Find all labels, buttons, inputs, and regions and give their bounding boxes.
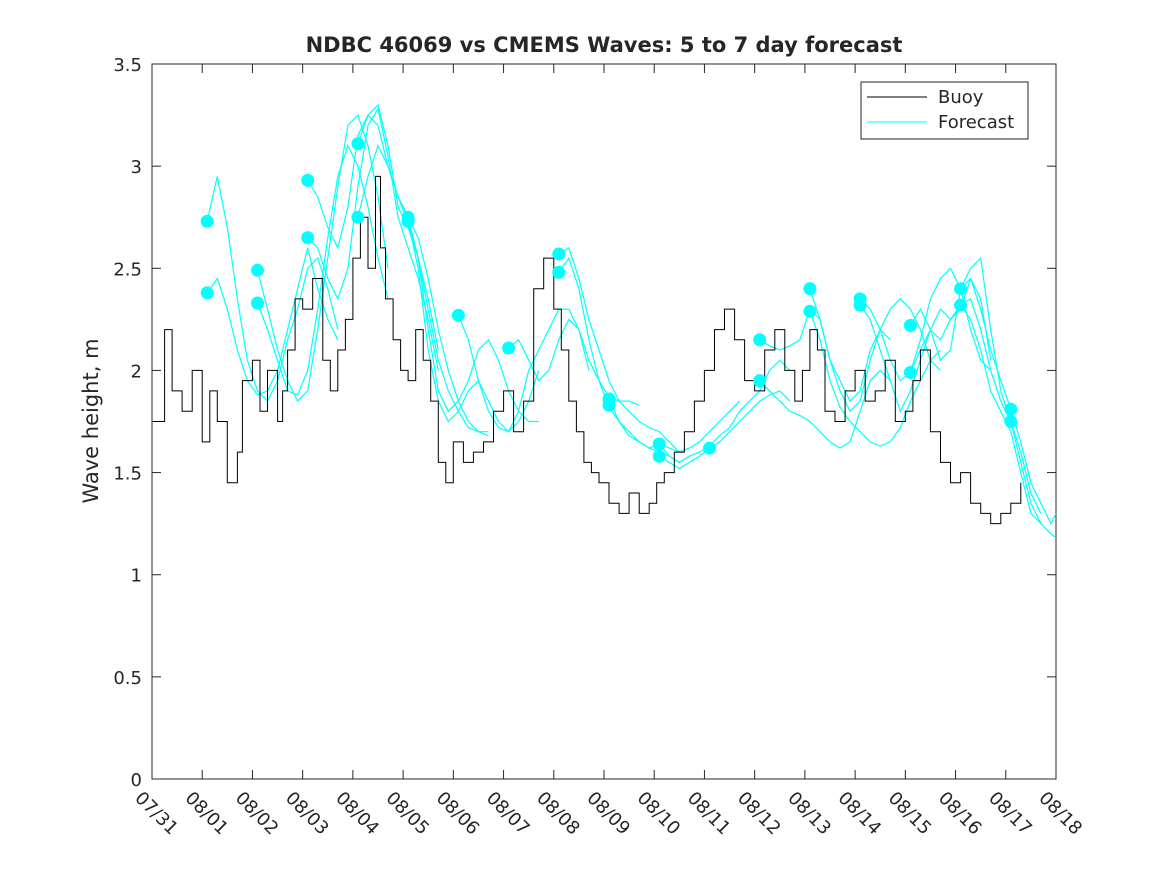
- forecast-line: [809, 311, 941, 447]
- y-tick-label: 3.5: [113, 55, 142, 76]
- forecast-marker: [703, 441, 716, 455]
- forecast-line: [407, 217, 539, 423]
- forecast-marker: [552, 265, 566, 279]
- forecast-line: [658, 359, 791, 464]
- chart-title: NDBC 46069 vs CMEMS Waves: 5 to 7 day fo…: [306, 33, 903, 57]
- y-axis-label: Wave height, m: [79, 338, 103, 503]
- y-tick-label: 0: [131, 770, 142, 791]
- forecast-line: [558, 246, 690, 453]
- forecast-marker: [652, 449, 666, 463]
- forecast-marker: [903, 366, 917, 379]
- forecast-line: [558, 256, 690, 464]
- y-tick-label: 3: [131, 157, 142, 178]
- y-tick-label: 0.5: [113, 668, 142, 689]
- forecast-marker: [803, 304, 817, 318]
- forecast-line: [206, 247, 339, 396]
- forecast-marker: [251, 263, 264, 277]
- forecast-marker: [853, 298, 867, 312]
- forecast-marker: [1004, 402, 1018, 416]
- forecast-marker: [602, 398, 616, 412]
- y-tick-label: 2.5: [113, 259, 142, 280]
- forecast-marker: [200, 214, 214, 228]
- legend-box: [860, 81, 1029, 140]
- forecast-marker: [903, 319, 917, 332]
- y-tick-label: 2: [131, 361, 142, 382]
- forecast-line: [608, 398, 741, 453]
- buoy-line: [152, 175, 1022, 525]
- forecast-marker: [803, 282, 817, 296]
- y-tick-label: 1: [131, 566, 142, 587]
- legend-buoy-label: Buoy: [938, 87, 984, 108]
- forecast-marker: [954, 282, 968, 296]
- forecast-marker: [251, 296, 264, 310]
- forecast-line: [206, 176, 339, 403]
- forecast-line: [407, 221, 540, 433]
- forecast-marker: [451, 308, 465, 322]
- forecast-line: [909, 256, 1042, 514]
- forecast-marker: [753, 374, 767, 388]
- forecast-marker: [301, 231, 315, 245]
- forecast-line: [658, 390, 791, 470]
- forecast-marker: [502, 341, 516, 355]
- forecast-marker: [351, 210, 365, 224]
- forecast-marker: [200, 286, 214, 300]
- forecast-line: [457, 308, 590, 433]
- y-tick-label: 1.5: [113, 464, 142, 485]
- forecast-line: [759, 369, 891, 449]
- forecast-marker: [401, 214, 415, 228]
- legend: Buoy Forecast: [860, 81, 1029, 140]
- forecast-marker: [301, 173, 315, 187]
- forecast-marker: [753, 333, 767, 347]
- forecast-line: [859, 276, 992, 413]
- forecast-line: [256, 144, 389, 396]
- forecast-line: [909, 304, 1042, 525]
- forecast-marker: [652, 437, 666, 451]
- legend-forecast-label: Forecast: [938, 112, 1014, 133]
- forecast-line: [508, 318, 640, 406]
- forecast-line: [357, 144, 489, 433]
- forecast-line: [307, 107, 439, 371]
- forecast-marker: [552, 247, 566, 261]
- forecast-line: [809, 288, 941, 413]
- forecast-line: [357, 113, 489, 437]
- forecast-marker: [954, 298, 968, 312]
- forecast-marker: [351, 137, 365, 151]
- forecast-marker: [1004, 415, 1018, 428]
